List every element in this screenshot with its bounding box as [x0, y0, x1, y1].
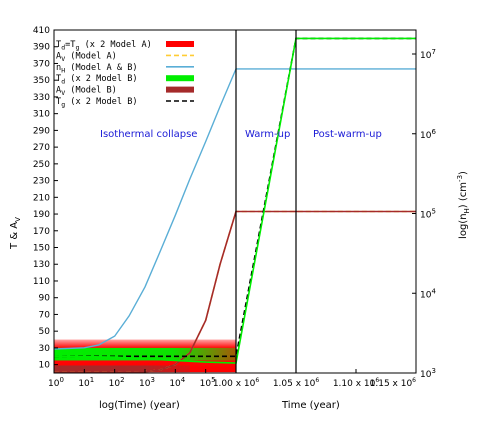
x-left-tick-label: 100	[48, 376, 64, 389]
y-left-tick-label: 290	[33, 126, 50, 136]
legend-label: AV (Model B)	[56, 86, 117, 98]
y-left-tick-label: 230	[33, 177, 50, 187]
phase-label-isothermal: Isothermal collapse	[100, 129, 197, 140]
y-left-tick-label: 10	[39, 361, 51, 371]
x-left-tick-label: 101	[78, 376, 94, 389]
band-2	[54, 365, 190, 373]
y-left-tick-label: 370	[33, 59, 50, 69]
y-left-tick-label: 210	[33, 193, 50, 203]
y-left-tick-label: 190	[33, 210, 50, 220]
y-left-tick-label: 50	[39, 327, 51, 337]
series-line-2	[53, 210, 416, 374]
phase-label-warmup: Warm-up	[245, 129, 290, 140]
y-right-tick-label: 105	[420, 208, 436, 221]
x-right-tick-label: 1.10 x 106	[333, 377, 380, 389]
x-left-tick-label: 102	[109, 376, 125, 389]
legend: Td=Tg (x 2 Model A)AV (Model A)nH (Model…	[56, 40, 194, 109]
y-left-tick-label: 250	[33, 160, 50, 170]
y-left-tick-label: 330	[33, 93, 50, 103]
series-lines	[53, 37, 416, 374]
y-left-tick-label: 150	[33, 244, 50, 254]
legend-swatch	[166, 41, 194, 47]
legend-label: AV (Model A)	[56, 51, 117, 63]
x-left-tick-label: 104	[169, 376, 185, 389]
y-left-tick-label: 390	[33, 43, 50, 53]
y-right-tick-label: 104	[420, 287, 436, 300]
x-axis-label-left: log(Time) (year)	[99, 400, 180, 411]
plot-frame	[53, 29, 417, 374]
legend-swatch	[166, 75, 194, 82]
series-line-3	[54, 37, 416, 358]
phase-label-postwarmup: Post-warm-up	[313, 129, 382, 140]
legend-label: Tg (x 2 Model B)	[56, 97, 138, 109]
x-axis-label-right: Time (year)	[281, 400, 340, 411]
y-axis-label-right: log(nH) (cm-3)	[456, 171, 471, 239]
y-right-tick-label: 107	[420, 48, 436, 61]
y-left-tick-label: 310	[33, 110, 50, 120]
y-left-tick-label: 90	[39, 294, 51, 304]
legend-label: Td=Tg (x 2 Model A)	[56, 40, 152, 52]
plot-border	[53, 29, 417, 374]
x-right-tick-label: 1.15 x 106	[370, 377, 417, 389]
y-left-tick-label: 110	[33, 277, 50, 287]
legend-label: Td (x 2 Model B)	[56, 74, 138, 86]
y-left-tick-label: 70	[39, 310, 51, 320]
tick-labels: 10 30 50 70 90 110 130 150 170 190 210 230 250 270 290…	[33, 26, 437, 389]
y-left-tick-label: 170	[33, 227, 50, 237]
series-line-4	[53, 37, 416, 364]
legend-swatch	[166, 86, 194, 93]
y-left-tick-label: 30	[39, 344, 51, 354]
y-left-tick-label: 350	[33, 76, 50, 86]
series-line-0	[53, 68, 416, 350]
y-left-tick-label: 410	[33, 26, 50, 36]
y-axis-label-left: T & AV	[9, 217, 22, 250]
x-right-tick-label: 1.00 x 106	[213, 377, 260, 389]
y-left-tick-label: 130	[33, 260, 50, 270]
x-left-tick-label: 103	[139, 376, 155, 389]
y-right-tick-label: 106	[420, 128, 436, 141]
y-right-tick-label: 103	[420, 367, 436, 380]
x-left-tick-label: 105	[200, 376, 216, 389]
y-left-tick-label: 270	[33, 143, 50, 153]
legend-label: nH (Model A & B)	[56, 63, 138, 75]
x-right-tick-label: 1.05 x 106	[273, 377, 320, 389]
